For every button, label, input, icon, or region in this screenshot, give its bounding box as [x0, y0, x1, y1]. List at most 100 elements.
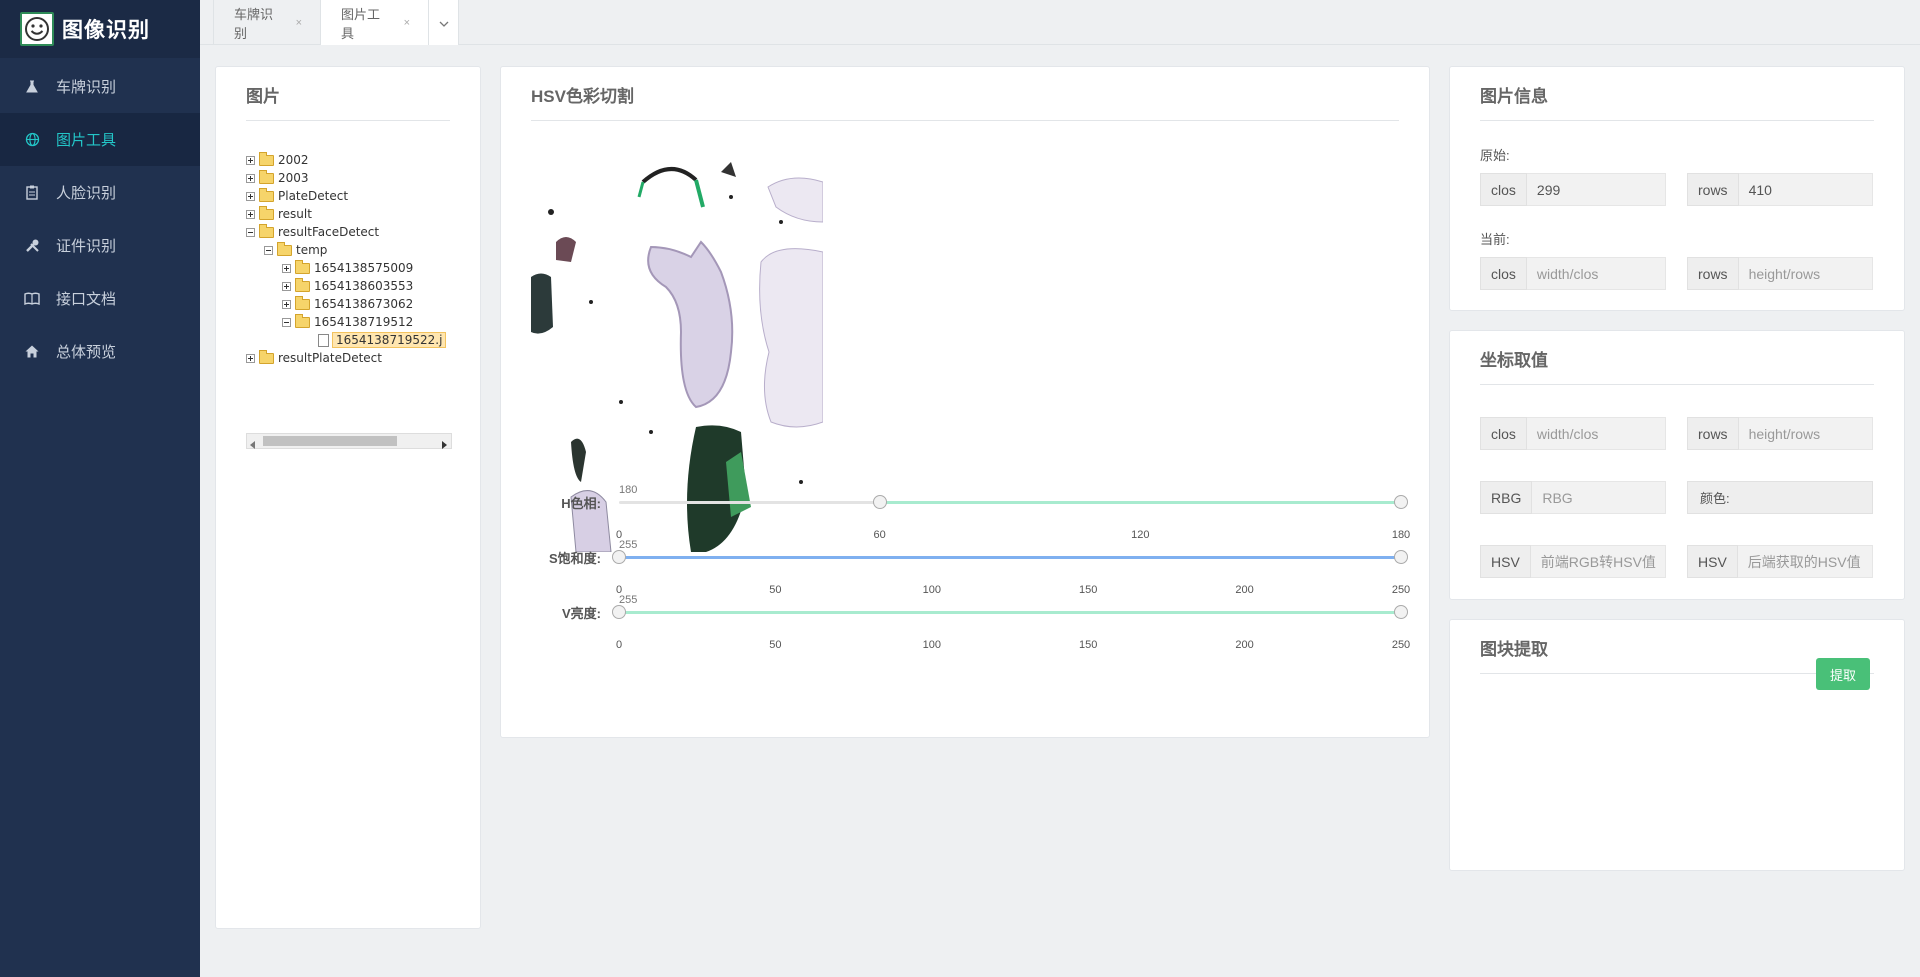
slider-track[interactable]: 0 50 100 150 200 250	[612, 550, 1410, 596]
original-label: 原始:	[1480, 148, 1510, 163]
tree-folder-node[interactable]: 2003	[246, 169, 452, 187]
expand-icon[interactable]	[282, 263, 291, 273]
slider-handle[interactable]	[872, 495, 887, 509]
input-addon: rows	[1687, 257, 1739, 290]
slider-handle[interactable]	[1394, 495, 1408, 509]
slider-tick-label: 120	[1131, 529, 1150, 541]
tree-node-label[interactable]: PlateDetect	[278, 189, 349, 203]
file-icon	[318, 333, 329, 347]
sidebar-item-plate[interactable]: 车牌识别	[0, 60, 200, 113]
sidebar-item-face[interactable]: 人脸识别	[0, 166, 200, 219]
tree-file-node[interactable]: 1654138719522.j	[246, 331, 452, 349]
slider-tick-label: 200	[1235, 639, 1254, 651]
rgb-input[interactable]: RBG	[1532, 481, 1666, 514]
close-icon[interactable]: ×	[295, 16, 302, 29]
slider-handle[interactable]	[1394, 550, 1408, 564]
close-icon[interactable]: ×	[403, 16, 410, 29]
slider-track[interactable]: 0 60 120 180	[616, 495, 1410, 541]
scroll-right-icon[interactable]	[442, 437, 448, 452]
globe-icon	[24, 132, 40, 148]
hsv-backend-input[interactable]: 后端获取的HSV值	[1737, 545, 1873, 578]
tree-folder-node[interactable]: temp	[246, 241, 452, 259]
slider-handle[interactable]	[1394, 605, 1408, 619]
sidebar-item-api-docs[interactable]: 接口文档	[0, 272, 200, 325]
tree-node-label[interactable]: 2002	[278, 153, 309, 167]
tree-node-label[interactable]: resultFaceDetect	[278, 225, 380, 239]
slider-tick-label: 100	[922, 584, 941, 596]
original-rows-input[interactable]: 410	[1738, 173, 1873, 206]
tree-node-label[interactable]: 1654138719522.j	[332, 332, 447, 348]
collapse-icon[interactable]	[246, 227, 255, 237]
tree-folder-node[interactable]: 1654138673062	[246, 295, 452, 313]
panel-title: 坐标取值	[1480, 345, 1874, 385]
tree-node-label[interactable]: 1654138603553	[314, 279, 414, 293]
hsv-panel: HSV色彩切割 H色相: 180 0 60 120 180 S饱和度: 255 0 50 100 15…	[500, 66, 1430, 738]
extract-button[interactable]: 提取	[1816, 658, 1870, 690]
coord-rows-input[interactable]: height/rows	[1738, 417, 1873, 450]
tab-plate[interactable]: 车牌识别 ×	[214, 0, 321, 45]
tree-folder-node[interactable]: 1654138575009	[246, 259, 452, 277]
file-panel: 图片 2002 2003 PlateDetect result resultFaceDe…	[215, 66, 481, 929]
collapse-icon[interactable]	[264, 245, 273, 255]
tree-node-label[interactable]: resultPlateDetect	[278, 351, 382, 365]
expand-icon[interactable]	[282, 281, 291, 291]
hsv-result-image[interactable]	[531, 152, 823, 552]
tree-node-label[interactable]: 1654138719512	[314, 315, 414, 329]
tree-folder-node[interactable]: 1654138603553	[246, 277, 452, 295]
input-addon: RBG	[1480, 481, 1533, 514]
sidebar: 图像识别 车牌识别 图片工具 人脸识别 证件识别 接口文档 总体预览	[0, 0, 200, 977]
tree-node-label[interactable]: 1654138575009	[314, 261, 414, 275]
tab-dropdown[interactable]	[429, 0, 459, 45]
horizontal-scrollbar[interactable]	[246, 433, 452, 449]
expand-icon[interactable]	[246, 353, 255, 363]
expand-icon[interactable]	[246, 209, 255, 219]
sidebar-item-id[interactable]: 证件识别	[0, 219, 200, 272]
tree-folder-node[interactable]: PlateDetect	[246, 187, 452, 205]
tree-node-label[interactable]: 1654138673062	[314, 297, 414, 311]
tab-image-tools[interactable]: 图片工具 ×	[321, 0, 429, 45]
tree-node-label[interactable]: result	[278, 207, 312, 221]
slider-range	[619, 556, 1401, 559]
tree-folder-node[interactable]: 2002	[246, 151, 452, 169]
sidebar-item-image-tools[interactable]: 图片工具	[0, 113, 200, 166]
coord-cols-input[interactable]: width/clos	[1526, 417, 1666, 450]
tab-label: 车牌识别	[234, 6, 274, 41]
expand-icon[interactable]	[246, 191, 255, 201]
tree-folder-node[interactable]: resultFaceDetect	[246, 223, 452, 241]
tab-label: 图片工具	[341, 6, 381, 41]
input-addon: rows	[1687, 417, 1739, 450]
hsv-slider-row: S饱和度: 255 0 50 100 150 200 250	[531, 536, 1431, 596]
panel-title: 图块提取	[1480, 634, 1874, 674]
block-extract-panel: 图块提取 提取	[1449, 619, 1905, 871]
folder-icon	[277, 241, 292, 256]
sidebar-item-label: 总体预览	[56, 344, 117, 361]
expand-icon[interactable]	[282, 299, 291, 309]
tree-folder-node[interactable]: resultPlateDetect	[246, 349, 452, 367]
sidebar-item-overview[interactable]: 总体预览	[0, 325, 200, 378]
slider-tick-label: 250	[1391, 584, 1411, 596]
chevron-down-icon	[439, 15, 449, 30]
scrollbar-thumb[interactable]	[263, 436, 397, 446]
expand-icon[interactable]	[246, 173, 255, 183]
current-rows-input[interactable]: height/rows	[1738, 257, 1873, 290]
tree-folder-node[interactable]: result	[246, 205, 452, 223]
slider-handle[interactable]	[612, 550, 626, 564]
book-icon	[24, 291, 40, 307]
tree-node-label[interactable]: 2003	[278, 171, 309, 185]
slider-label: V亮度:	[561, 606, 601, 621]
current-cols-group: clos width/clos	[1480, 257, 1666, 290]
slider-handle[interactable]	[612, 605, 626, 619]
expand-icon[interactable]	[246, 155, 255, 165]
scroll-left-icon[interactable]	[250, 437, 256, 452]
hsv-slider-row: V亮度: 255 0 50 100 150 200 250	[531, 591, 1431, 651]
slider-tick-label: 0	[615, 584, 623, 596]
current-cols-input[interactable]: width/clos	[1526, 257, 1666, 290]
sidebar-item-label: 接口文档	[56, 291, 117, 308]
tree-folder-node[interactable]: 1654138719512	[246, 313, 452, 331]
tree-node-label[interactable]: temp	[296, 243, 328, 257]
collapse-icon[interactable]	[282, 317, 291, 327]
hsv-frontend-input[interactable]: 前端RGB转HSV值	[1530, 545, 1666, 578]
slider-tick-label: 150	[1079, 639, 1098, 651]
original-cols-input[interactable]: 299	[1526, 173, 1666, 206]
slider-track[interactable]: 0 50 100 150 200 250	[612, 605, 1410, 651]
